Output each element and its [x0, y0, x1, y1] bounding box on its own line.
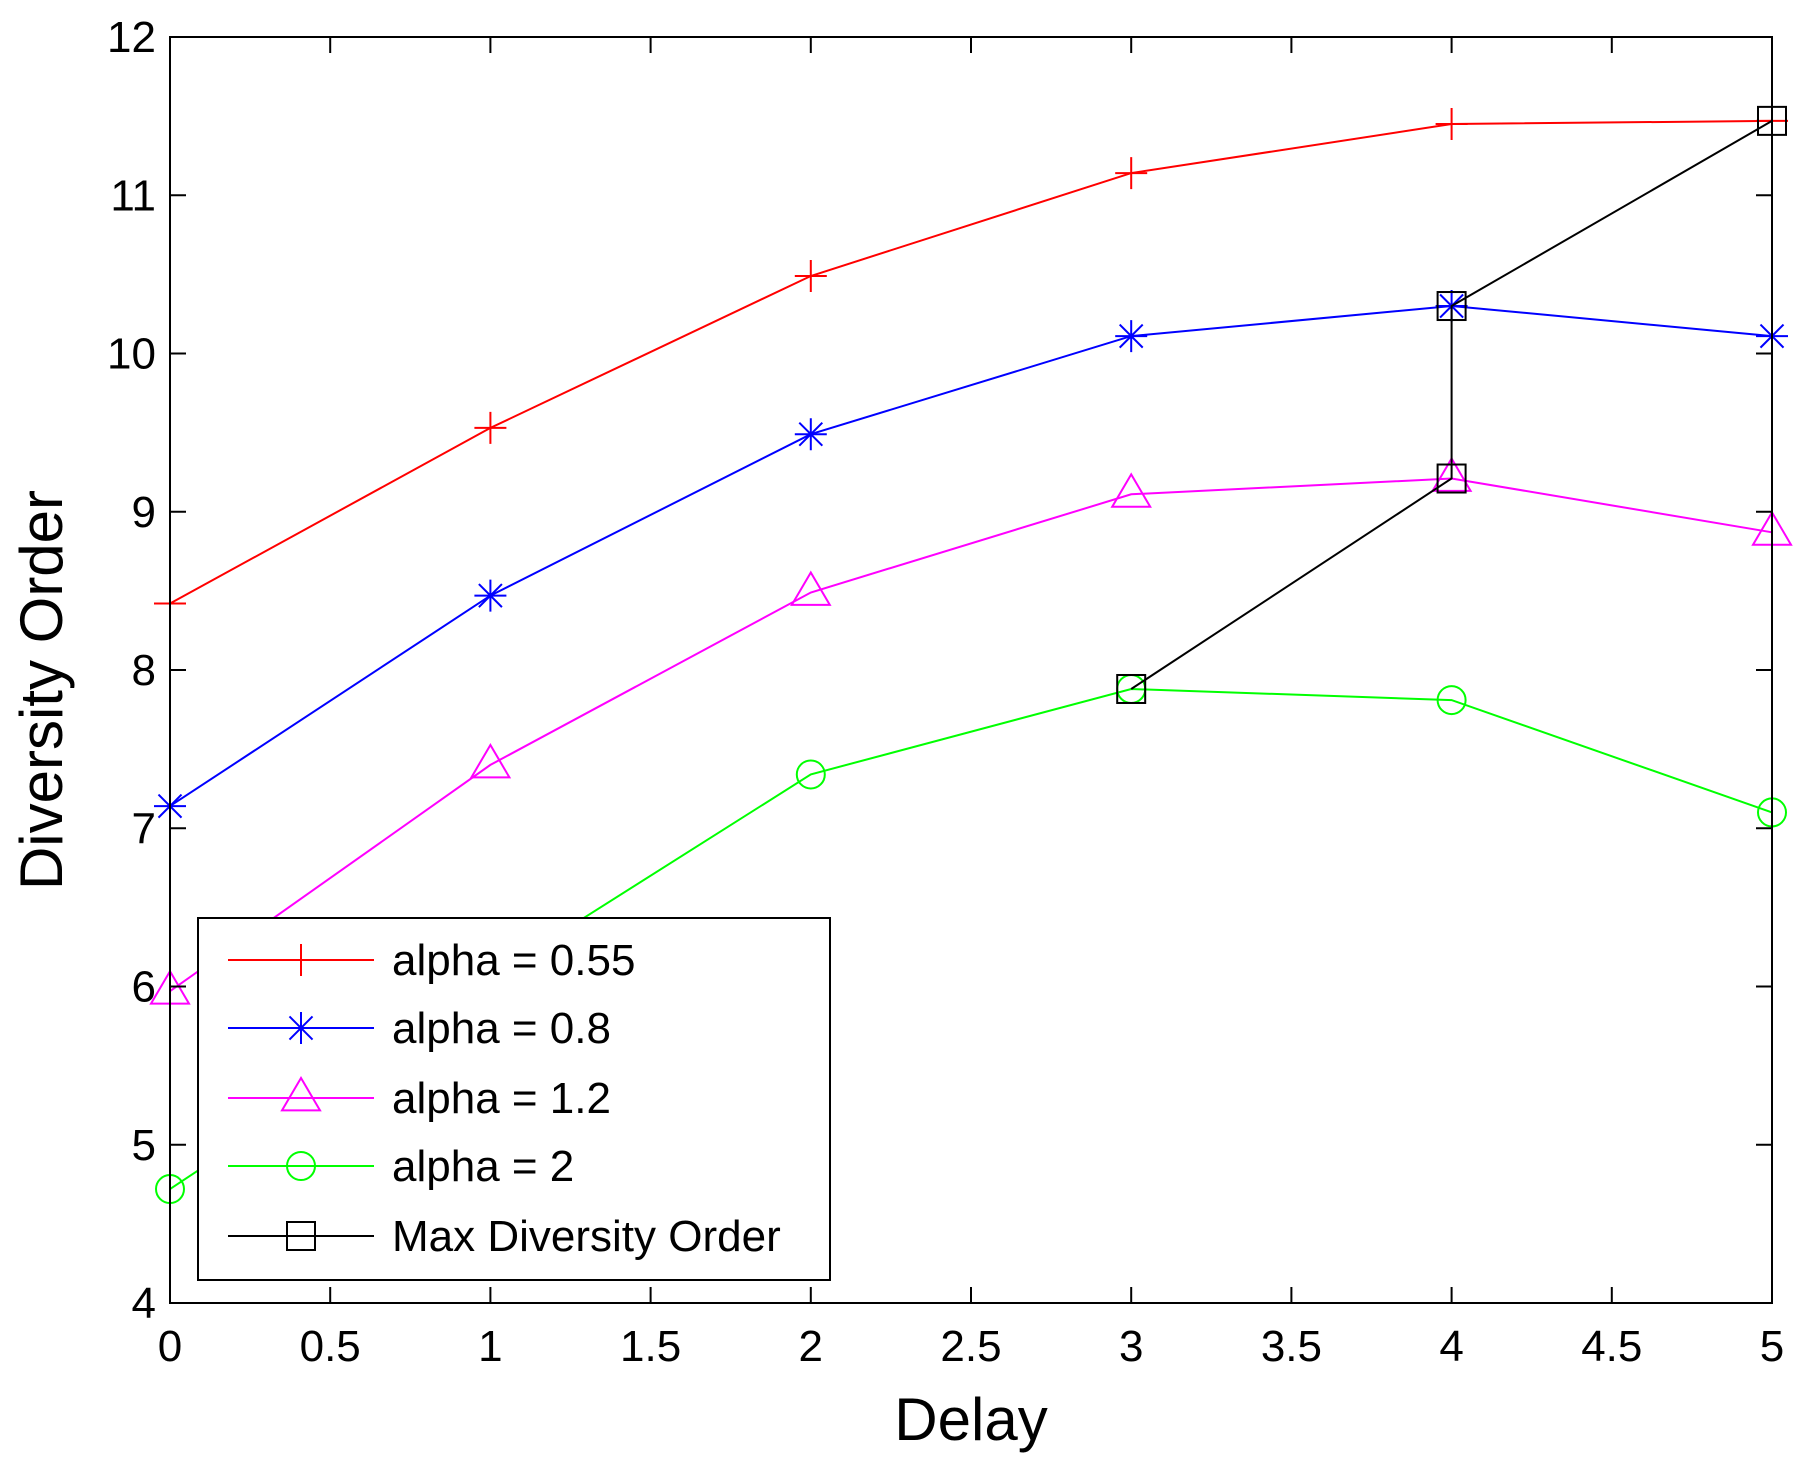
data-point — [795, 759, 826, 790]
x-tick-label: 1.5 — [620, 1322, 681, 1371]
data-point — [794, 259, 827, 292]
data-point — [474, 411, 507, 444]
x-tick-label: 2.5 — [940, 1322, 1001, 1371]
y-tick-label: 10 — [107, 330, 156, 379]
x-tick-label: 0 — [158, 1322, 182, 1371]
legend-item: Max Diversity Order — [228, 1212, 781, 1261]
legend-item: alpha = 2 — [228, 1142, 574, 1191]
legend: alpha = 0.55 alpha = 0.8 alpha = 1.2 alpha … — [197, 917, 831, 1281]
legend-item: alpha = 0.8 — [228, 1004, 611, 1053]
y-tick-label: 9 — [132, 488, 156, 537]
data-point — [790, 570, 832, 606]
x-tick-label: 4.5 — [1581, 1322, 1642, 1371]
x-tick-label: 5 — [1760, 1322, 1784, 1371]
x-tick-label: 3.5 — [1261, 1322, 1322, 1371]
series-line — [1130, 120, 1773, 690]
data-point — [1110, 472, 1152, 508]
x-tick-label: 1 — [478, 1322, 502, 1371]
legend-marker — [286, 1151, 316, 1181]
legend-label: alpha = 1.2 — [392, 1074, 611, 1123]
x-tick-label: 3 — [1119, 1322, 1143, 1371]
x-tick-label: 4 — [1439, 1322, 1463, 1371]
x-tick-label: 0.5 — [300, 1322, 361, 1371]
series-2 — [149, 456, 1793, 1005]
data-point — [1436, 685, 1467, 716]
data-point — [794, 418, 827, 451]
y-tick-label: 7 — [132, 804, 156, 853]
axes: 0 0.5 1 1.5 2 2.5 3 3.5 4 4.5 5 4 5 6 7 8 9 10 11 12 — [107, 13, 1784, 1371]
data-point — [1436, 463, 1467, 494]
legend-marker — [286, 1221, 316, 1251]
x-axis-title: Delay — [894, 1386, 1047, 1453]
series-0 — [154, 104, 1788, 620]
data-point — [474, 579, 507, 612]
legend-marker — [280, 1076, 322, 1112]
legend-item: alpha = 1.2 — [228, 1074, 611, 1123]
data-point — [1116, 673, 1147, 704]
legend-label: alpha = 2 — [392, 1142, 574, 1191]
data-point — [1435, 108, 1468, 141]
legend-label: alpha = 0.8 — [392, 1004, 611, 1053]
y-tick-label: 8 — [132, 646, 156, 695]
legend-label: Max Diversity Order — [392, 1212, 781, 1261]
legend-item: alpha = 0.55 — [228, 936, 635, 985]
series-1 — [154, 290, 1788, 823]
data-point — [1436, 291, 1467, 322]
data-point — [1115, 157, 1148, 190]
data-point — [1430, 456, 1473, 492]
data-point — [1115, 320, 1148, 353]
legend-marker — [285, 944, 317, 976]
legend-label: alpha = 0.55 — [392, 936, 635, 985]
series-line — [169, 477, 1773, 993]
series-line — [169, 304, 1773, 807]
y-axis-title: Diversity Order — [8, 490, 75, 890]
y-tick-label: 6 — [132, 963, 156, 1012]
y-tick-label: 11 — [110, 171, 156, 220]
series-4 — [1116, 105, 1787, 704]
data-point — [469, 742, 512, 779]
legend-marker — [285, 1012, 317, 1044]
x-tick-label: 2 — [799, 1322, 823, 1371]
series-line — [169, 119, 1773, 605]
y-tick-label: 5 — [132, 1121, 156, 1170]
y-tick-label: 12 — [107, 13, 156, 62]
y-tick-label: 4 — [132, 1279, 156, 1328]
